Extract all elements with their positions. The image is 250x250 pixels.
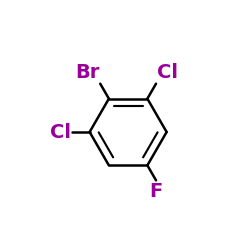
Text: F: F (150, 182, 163, 201)
Text: Br: Br (75, 63, 99, 82)
Text: Cl: Cl (157, 63, 178, 82)
Text: Cl: Cl (50, 122, 71, 142)
